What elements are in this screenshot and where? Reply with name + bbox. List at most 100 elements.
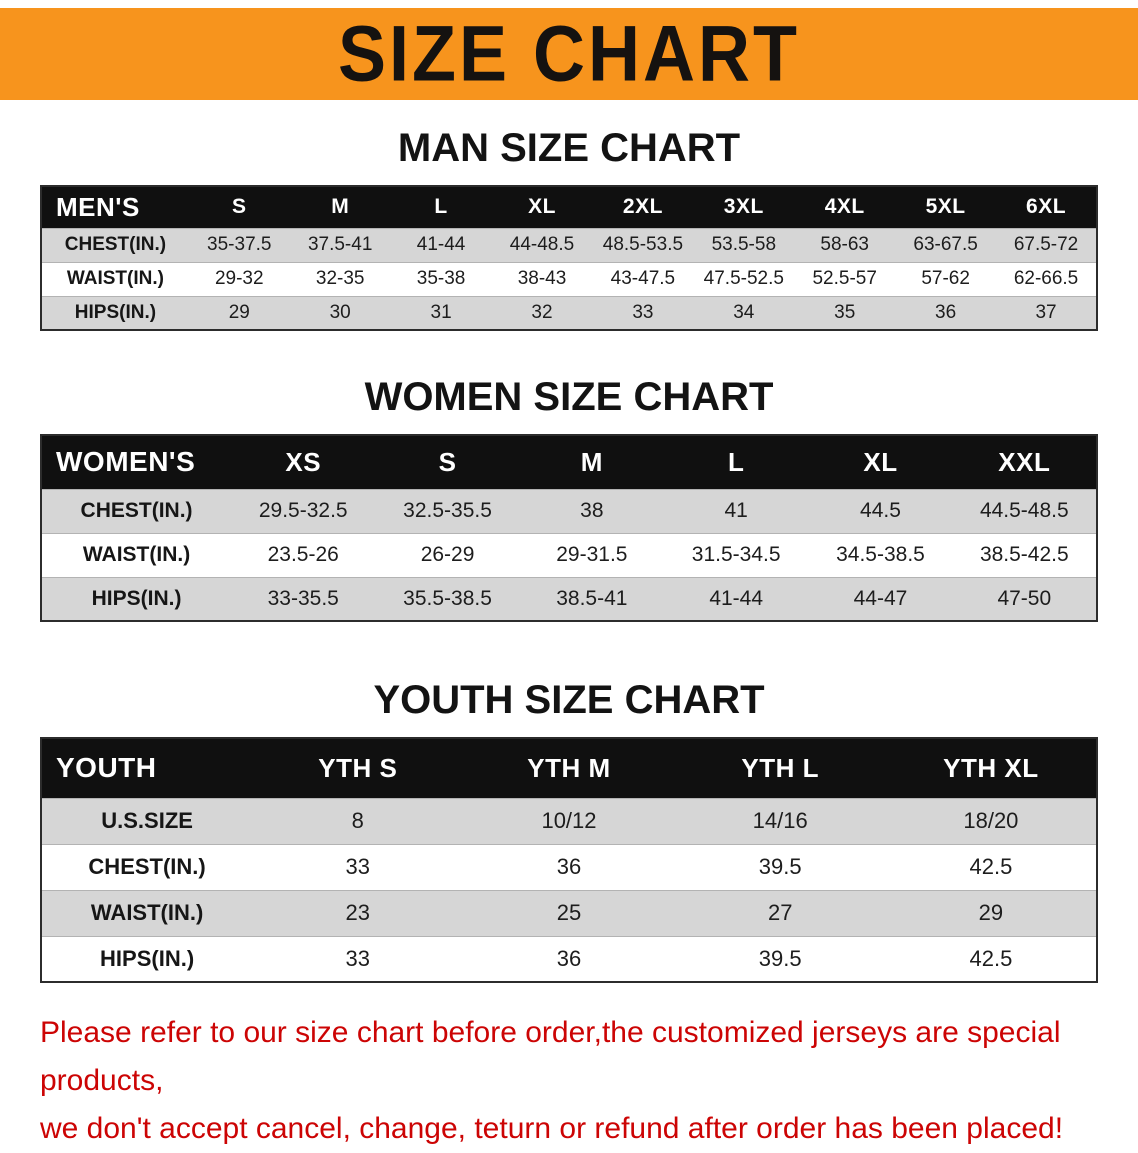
size-value: 29-31.5 — [519, 532, 665, 577]
men-section-heading: MAN SIZE CHART — [397, 126, 741, 170]
size-value: 38.5-41 — [519, 576, 665, 621]
size-column-header: YTH S — [318, 752, 398, 783]
size-column-header: YTH XL — [943, 752, 1039, 783]
size-value: 42.5 — [885, 843, 1097, 890]
size-value: 41-44 — [664, 576, 809, 621]
size-value: 44-48.5 — [491, 227, 593, 262]
size-value: 33 — [252, 843, 464, 890]
size-value: 29.5-32.5 — [231, 488, 376, 533]
size-value: 33 — [252, 935, 464, 982]
size-value: 52.5-57 — [794, 261, 896, 296]
size-value: 36 — [463, 843, 675, 890]
row-label: WAIST(IN.) — [41, 261, 189, 296]
disclaimer-line-1: Please refer to our size chart before or… — [40, 1016, 1061, 1097]
size-column-header: 4XL — [824, 195, 865, 219]
women-table-body: CHEST(IN.) 29.5-32.5 32.5-35.5 38 41 44.5 44.5… — [41, 488, 1097, 621]
size-column-header: XL — [528, 195, 556, 219]
table-corner-label: YOUTH — [56, 752, 157, 784]
table-corner-label: MEN'S — [56, 191, 140, 222]
men-section: MAN SIZE CHART MEN'S S M L XL 2XL 3XL 4XL 5XL 6XL… — [0, 126, 1138, 331]
size-value: 44.5 — [808, 488, 953, 533]
size-column-header: 2XL — [622, 195, 663, 219]
size-value: 37.5-41 — [289, 227, 391, 262]
size-column-header: L — [434, 195, 448, 219]
size-column-header: S — [232, 195, 247, 219]
size-value: 31 — [390, 295, 492, 330]
size-value: 25 — [463, 889, 675, 936]
youth-table-body: U.S.SIZE 8 10/12 14/16 18/20 CHEST(IN.) 33 36 39… — [41, 797, 1097, 982]
table-row: WAIST(IN.) 23 25 27 29 — [41, 889, 1097, 936]
size-value: 35-37.5 — [188, 227, 290, 262]
banner-title: SIZE CHART — [338, 9, 800, 98]
row-label: CHEST(IN.) — [41, 843, 253, 890]
size-value: 42.5 — [885, 935, 1097, 982]
women-size-table: WOMEN'S XS S M L XL XXL CHEST(IN.) 29.5-32.5 32.… — [40, 434, 1098, 622]
size-value: 31.5-34.5 — [664, 532, 809, 577]
size-chart-banner: SIZE CHART — [0, 8, 1138, 100]
women-header-row: WOMEN'S XS S M L XL XXL — [41, 435, 1097, 489]
size-value: 47.5-52.5 — [693, 261, 795, 296]
table-corner-label: WOMEN'S — [56, 446, 196, 478]
youth-header-row: YOUTH YTH S YTH M YTH L YTH XL — [41, 738, 1097, 798]
size-column-header: L — [727, 446, 745, 477]
size-value: 26-29 — [375, 532, 520, 577]
table-row: WAIST(IN.) 29-32 32-35 35-38 38-43 43-47.5 47.… — [41, 261, 1097, 296]
size-value: 32 — [491, 295, 593, 330]
size-value: 39.5 — [674, 935, 886, 982]
size-value: 53.5-58 — [693, 227, 795, 262]
size-value: 32.5-35.5 — [375, 488, 520, 533]
size-value: 30 — [289, 295, 391, 330]
size-value: 47-50 — [952, 576, 1097, 621]
size-value: 67.5-72 — [996, 227, 1097, 262]
size-column-header: S — [438, 446, 457, 477]
size-column-header: M — [580, 446, 603, 477]
youth-section-heading: YOUTH SIZE CHART — [373, 678, 765, 722]
disclaimer-line-2: we don't accept cancel, change, teturn o… — [40, 1112, 1064, 1145]
size-value: 38-43 — [491, 261, 593, 296]
size-value: 23 — [252, 889, 464, 936]
size-value: 43-47.5 — [592, 261, 694, 296]
size-column-header: YTH L — [741, 752, 819, 783]
row-label: HIPS(IN.) — [41, 935, 253, 982]
size-value: 14/16 — [674, 797, 886, 844]
women-section-heading: WOMEN SIZE CHART — [364, 375, 774, 419]
size-column-header: YTH M — [527, 752, 611, 783]
men-header-row: MEN'S S M L XL 2XL 3XL 4XL 5XL 6XL — [41, 186, 1097, 228]
table-row: CHEST(IN.) 35-37.5 37.5-41 41-44 44-48.5 48.5… — [41, 227, 1097, 262]
size-value: 29 — [188, 295, 290, 330]
men-size-table: MEN'S S M L XL 2XL 3XL 4XL 5XL 6XL CHEST(IN.) 35-3… — [40, 185, 1098, 331]
size-column-header: 3XL — [723, 195, 764, 219]
size-value: 34.5-38.5 — [808, 532, 953, 577]
size-value: 18/20 — [885, 797, 1097, 844]
size-value: 44-47 — [808, 576, 953, 621]
size-value: 63-67.5 — [895, 227, 997, 262]
row-label: WAIST(IN.) — [41, 889, 253, 936]
row-label: CHEST(IN.) — [41, 227, 189, 262]
size-column-header: M — [331, 195, 350, 219]
table-row: U.S.SIZE 8 10/12 14/16 18/20 — [41, 797, 1097, 844]
size-value: 33-35.5 — [231, 576, 376, 621]
row-label: WAIST(IN.) — [41, 532, 232, 577]
size-value: 48.5-53.5 — [592, 227, 694, 262]
size-value: 33 — [592, 295, 694, 330]
size-value: 8 — [252, 797, 464, 844]
size-value: 36 — [895, 295, 997, 330]
size-column-header: XXL — [998, 446, 1051, 477]
size-value: 29 — [885, 889, 1097, 936]
row-label: HIPS(IN.) — [41, 576, 232, 621]
row-label: HIPS(IN.) — [41, 295, 189, 330]
size-column-header: 5XL — [925, 195, 966, 219]
size-value: 39.5 — [674, 843, 886, 890]
size-value: 23.5-26 — [231, 532, 376, 577]
table-row: CHEST(IN.) 33 36 39.5 42.5 — [41, 843, 1097, 890]
size-value: 44.5-48.5 — [952, 488, 1097, 533]
size-value: 36 — [463, 935, 675, 982]
size-value: 38.5-42.5 — [952, 532, 1097, 577]
table-row: HIPS(IN.) 33 36 39.5 42.5 — [41, 935, 1097, 982]
size-value: 57-62 — [895, 261, 997, 296]
disclaimer-note: Please refer to our size chart before or… — [40, 1009, 1098, 1153]
size-value: 35.5-38.5 — [375, 576, 520, 621]
size-column-header: 6XL — [1026, 195, 1067, 219]
size-value: 29-32 — [188, 261, 290, 296]
table-row: HIPS(IN.) 29 30 31 32 33 34 35 36 37 — [41, 295, 1097, 330]
